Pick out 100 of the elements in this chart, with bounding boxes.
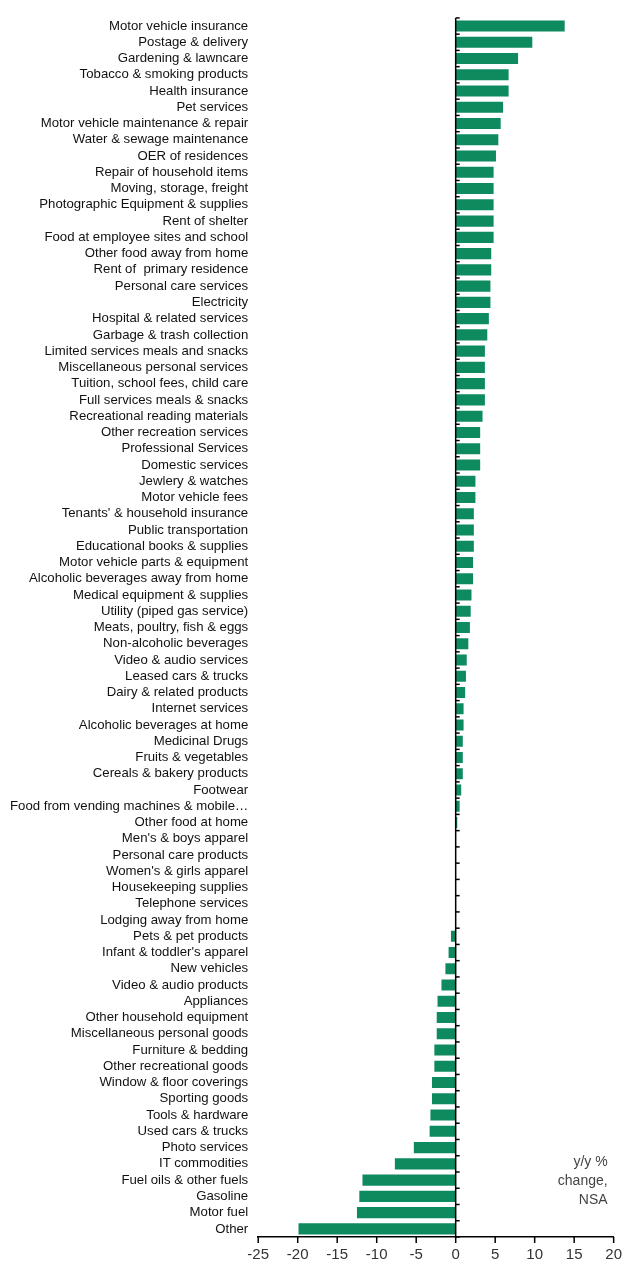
y-tick-label: Gardening & lawncare bbox=[117, 50, 249, 66]
bar bbox=[455, 378, 485, 390]
bar bbox=[455, 654, 467, 666]
bar bbox=[455, 215, 494, 227]
y-tick-label: Tobacco & smoking products bbox=[79, 66, 249, 82]
y-tick-label: Motor vehicle fees bbox=[141, 489, 249, 505]
bar bbox=[455, 556, 474, 568]
y-tick-label: Meats, poultry, fish & eggs bbox=[93, 619, 249, 635]
y-tick-label: Miscellaneous personal services bbox=[58, 359, 249, 375]
x-tick-label: -20 bbox=[286, 1245, 309, 1263]
bar bbox=[455, 784, 462, 796]
y-tick-label: IT commodities bbox=[159, 1155, 249, 1171]
bar bbox=[455, 475, 476, 487]
y-tick-label: Personal care services bbox=[114, 277, 249, 293]
bar bbox=[455, 150, 496, 162]
y-tick-label: Telephone services bbox=[135, 895, 249, 911]
annotation: y/y % change, NSA bbox=[557, 1152, 609, 1207]
bar bbox=[455, 69, 509, 81]
y-tick-label: New vehicles bbox=[170, 960, 249, 976]
bar bbox=[455, 573, 474, 585]
y-tick-label: Footwear bbox=[193, 781, 249, 797]
bar bbox=[455, 410, 483, 422]
bar bbox=[413, 1142, 456, 1154]
y-tick-label: Window & floor coverings bbox=[99, 1074, 249, 1090]
y-tick-label: Alcoholic beverages at home bbox=[78, 716, 249, 732]
bar bbox=[430, 1109, 456, 1121]
bar bbox=[455, 443, 481, 455]
bar bbox=[455, 248, 492, 260]
bar bbox=[455, 524, 474, 536]
bar bbox=[455, 686, 466, 698]
y-tick-label: Limited services meals and snacks bbox=[44, 342, 249, 358]
bar bbox=[298, 1223, 456, 1235]
y-tick-label: Domestic services bbox=[141, 456, 249, 472]
y-tick-label: OER of residences bbox=[137, 147, 249, 163]
y-tick-label: Motor vehicle parts & equipment bbox=[59, 554, 249, 570]
y-tick-label: Professional Services bbox=[121, 440, 249, 456]
y-tick-label: Tuition, school fees, child care bbox=[71, 375, 249, 391]
y-tick-label: Jewlery & watches bbox=[139, 472, 249, 488]
y-tick-label: Fruits & vegetables bbox=[135, 749, 249, 765]
bar bbox=[455, 589, 472, 601]
y-tick-label: Postage & delivery bbox=[138, 33, 249, 49]
y-tick-label: Hospital & related services bbox=[92, 310, 249, 326]
x-tick-label: 5 bbox=[491, 1245, 500, 1263]
bar bbox=[437, 995, 456, 1007]
bar bbox=[434, 1044, 456, 1056]
bar bbox=[455, 53, 519, 65]
bar bbox=[394, 1158, 456, 1170]
y-tick-label: Used cars & trucks bbox=[137, 1122, 249, 1138]
y-tick-label: Miscellaneous personal goods bbox=[70, 1025, 249, 1041]
y-tick-label: Rent of shelter bbox=[162, 212, 249, 228]
y-tick-label: Full services meals & snacks bbox=[78, 391, 249, 407]
bar bbox=[455, 768, 463, 780]
y-tick-label: Food at employee sites and school bbox=[44, 228, 249, 244]
y-tick-label: Non-alcoholic beverages bbox=[103, 635, 249, 651]
y-tick-label: Furniture & bedding bbox=[132, 1041, 249, 1057]
y-tick-label: Appliances bbox=[183, 992, 249, 1008]
y-tick-label: Public transportation bbox=[127, 521, 249, 537]
bar bbox=[455, 296, 491, 308]
bar bbox=[455, 231, 494, 243]
bar bbox=[455, 166, 494, 178]
bar bbox=[455, 459, 481, 471]
y-tick-label: Motor fuel bbox=[189, 1204, 249, 1220]
bar bbox=[455, 329, 488, 341]
bar bbox=[455, 118, 501, 130]
bar bbox=[455, 703, 464, 715]
x-tick-label: -10 bbox=[365, 1245, 388, 1263]
bar bbox=[455, 491, 476, 503]
y-tick-label: Repair of household items bbox=[95, 163, 249, 179]
y-tick-label: Fuel oils & other fuels bbox=[121, 1171, 249, 1187]
y-tick-label: Other food away from home bbox=[84, 245, 249, 261]
y-tick-label: Dairy & related products bbox=[106, 684, 249, 700]
x-tick-label: 10 bbox=[526, 1245, 544, 1263]
bar bbox=[455, 36, 533, 48]
y-tick-label: Housekeeping supplies bbox=[111, 879, 249, 895]
bar bbox=[455, 345, 485, 357]
bar bbox=[445, 963, 456, 975]
bar bbox=[431, 1093, 456, 1105]
bar bbox=[434, 1060, 456, 1072]
y-tick-label: Moving, storage, freight bbox=[110, 180, 249, 196]
bar bbox=[441, 979, 456, 991]
y-tick-label: Personal care products bbox=[112, 846, 249, 862]
y-tick-label: Motor vehicle maintenance & repair bbox=[40, 115, 249, 131]
bar bbox=[362, 1174, 456, 1186]
bar bbox=[455, 264, 492, 276]
x-tick-label: 20 bbox=[605, 1245, 622, 1263]
bar bbox=[455, 20, 565, 32]
x-tick-label: -25 bbox=[247, 1245, 270, 1263]
bar bbox=[455, 199, 494, 211]
bar bbox=[455, 394, 485, 406]
y-tick-label: Electricity bbox=[191, 294, 249, 309]
bar bbox=[429, 1125, 456, 1137]
bar bbox=[455, 670, 466, 682]
y-tick-label: Other food at home bbox=[134, 814, 249, 830]
y-tick-label: Men's & boys apparel bbox=[121, 830, 249, 846]
y-tick-label: Recreational reading materials bbox=[69, 407, 249, 423]
y-tick-label: Tools & hardware bbox=[146, 1106, 249, 1122]
bar bbox=[436, 1028, 456, 1040]
bar bbox=[356, 1207, 456, 1219]
bar bbox=[455, 719, 464, 731]
y-tick-label: Other recreational goods bbox=[103, 1057, 249, 1073]
